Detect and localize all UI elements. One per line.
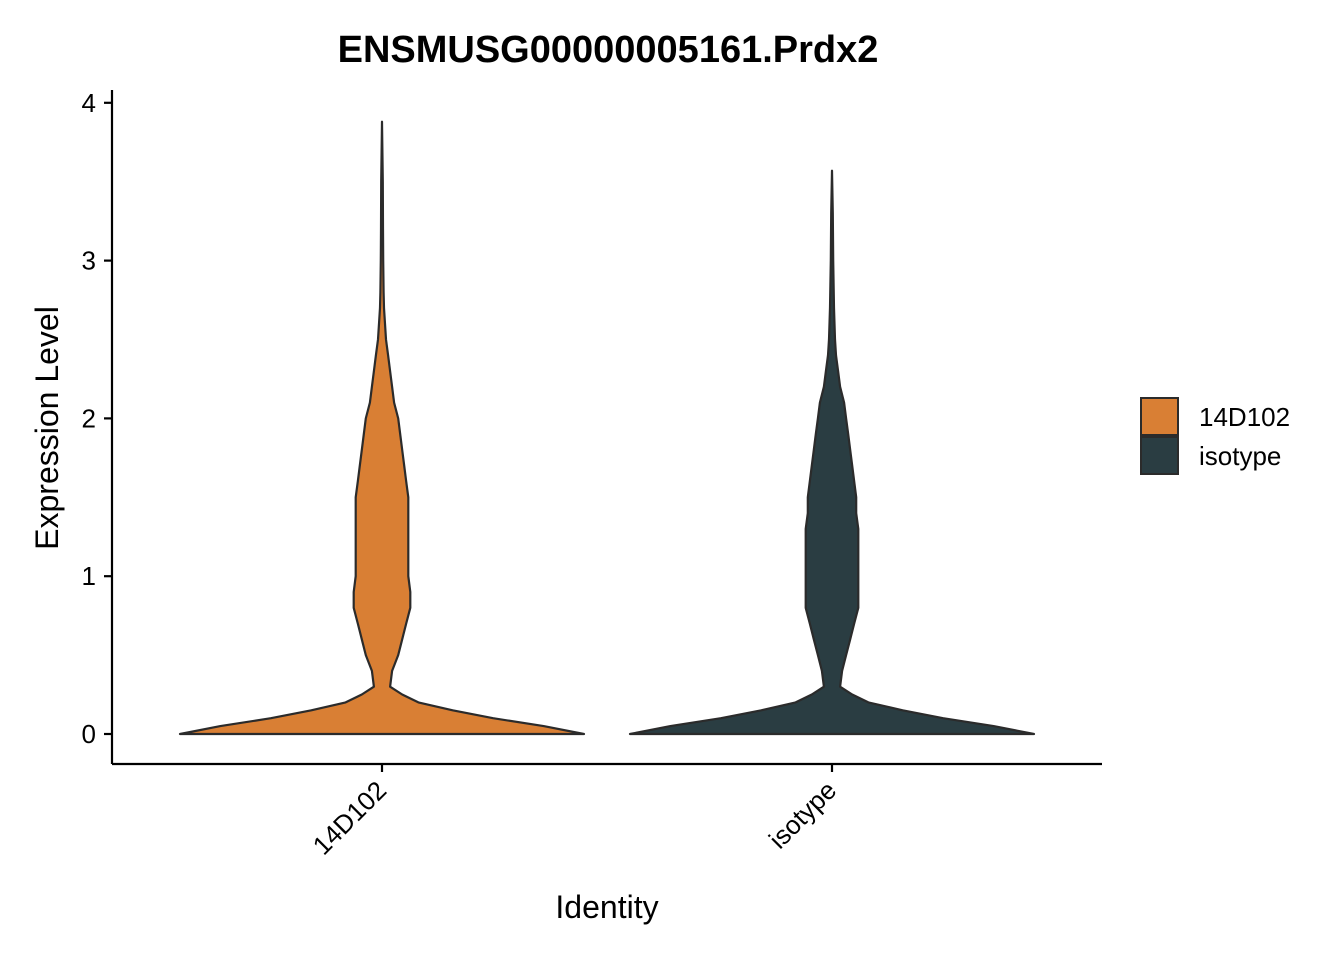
chart-title: ENSMUSG00000005161.Prdx2 [338,29,879,71]
y-axis: 0 1 2 3 4 [82,88,114,764]
legend-label: 14D102 [1199,402,1290,432]
y-tick-label: 3 [82,246,96,276]
legend-swatch-isotype [1140,436,1179,475]
y-tick-label: 2 [82,403,96,433]
violin-layer [178,120,1036,736]
x-tick-label: isotype [763,775,842,854]
legend-swatch-14D102 [1140,397,1179,436]
x-tick-label: 14D102 [307,775,393,861]
x-axis-title: Identity [555,889,658,925]
x-axis: 14D102 isotype [112,762,1102,861]
violin-isotype [628,169,1036,736]
y-tick-label: 0 [82,719,96,749]
y-axis-title: Expression Level [29,306,65,550]
legend-label: isotype [1199,441,1281,471]
y-tick-label: 4 [82,88,96,118]
y-tick-label: 1 [82,561,96,591]
legend: 14D102 isotype [1140,397,1290,475]
violin-14D102 [178,120,586,736]
